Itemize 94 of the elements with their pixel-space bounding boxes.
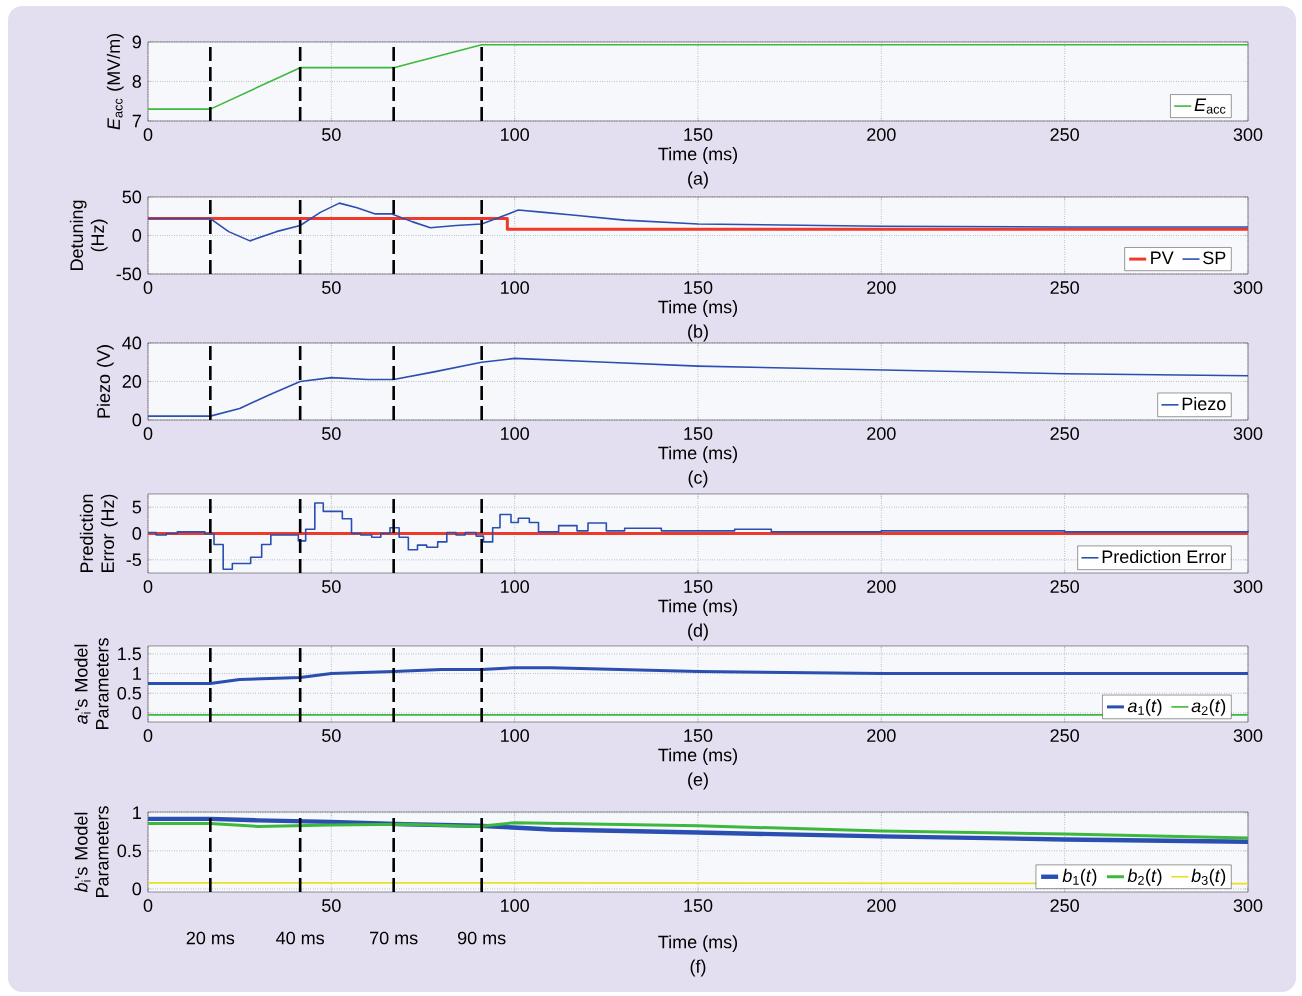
y-tick-label: -5 [126, 553, 142, 567]
text: (b) [688, 324, 708, 342]
x-tick-label: 100 [501, 729, 529, 742]
y-axis-title: E$_{acc}$ (MV/m) [106, 33, 124, 130]
line-series [146, 821, 1250, 840]
x-tick-label: 150 [684, 281, 713, 294]
x-tick-label: 150 [684, 729, 713, 742]
x-tick-label: 250 [1050, 899, 1079, 912]
x-tick-label: 300 [1233, 899, 1263, 912]
x-tick-label: 0 [143, 580, 153, 593]
text: (d) [688, 623, 708, 641]
x-tick-label: 50 [322, 427, 341, 440]
x-tick-label: 100 [501, 281, 529, 294]
y-tick-label: 0 [132, 527, 142, 540]
ref-line-label: 20 ms [186, 931, 235, 945]
ref-line-label: 40 ms [276, 931, 324, 945]
x-axis-title: Time (ms) [658, 147, 738, 164]
x-tick-label: 300 [1233, 729, 1263, 742]
x-tick-label: 50 [322, 128, 341, 141]
x-axis-title: Time (ms) [658, 748, 738, 765]
x-tick-label: 200 [867, 281, 896, 294]
y-tick-label: 0 [132, 706, 142, 720]
legend-label: a$_{2}$(t) [1191, 699, 1226, 716]
text: (e) [688, 772, 708, 790]
x-tick-label: 50 [322, 580, 341, 593]
x-tick-label: 300 [1233, 580, 1263, 593]
legend-label: PV [1151, 251, 1174, 264]
y-tick-label: 50 [122, 190, 142, 204]
x-axis-title: Time (ms) [658, 599, 738, 616]
x-tick-label: 0 [143, 729, 153, 742]
x-tick-label: 150 [684, 580, 713, 593]
x-tick-label: 250 [1050, 729, 1079, 742]
x-tick-label: 0 [143, 281, 153, 294]
x-tick-label: 200 [867, 899, 896, 912]
x-axis-title: Time (ms) [658, 300, 738, 317]
x-tick-label: 250 [1050, 281, 1079, 294]
y-tick-label: 40 [122, 336, 142, 350]
x-tick-label: 250 [1050, 427, 1079, 440]
y-axis-title: Piezo (V) [96, 345, 114, 418]
x-tick-label: 100 [501, 427, 529, 440]
legend-label: b$_{2}$(t) [1127, 868, 1162, 886]
y-tick-label: 0 [132, 229, 142, 242]
y-tick-label: -50 [116, 267, 142, 281]
legend-label: Prediction Error [1102, 549, 1226, 564]
y-tick-label: 7 [132, 114, 141, 128]
x-tick-label: 50 [322, 729, 341, 742]
x-tick-label: 150 [684, 899, 713, 912]
x-tick-label: 250 [1050, 128, 1079, 141]
line-series [146, 666, 1250, 685]
y-tick-label: 8 [132, 75, 142, 88]
y-tick-label: 20 [122, 375, 142, 388]
legend-label: E$_{acc}$ [1194, 98, 1226, 114]
x-tick-label: 50 [322, 899, 341, 912]
ref-line-label: 70 ms [370, 931, 418, 945]
x-tick-label: 200 [867, 128, 896, 141]
x-tick-label: 200 [867, 580, 896, 593]
x-tick-label: 300 [1233, 128, 1263, 141]
text: (f) [690, 959, 706, 977]
x-tick-label: 200 [867, 729, 896, 742]
x-tick-label: 50 [322, 281, 341, 294]
x-tick-label: 100 [501, 580, 529, 593]
x-tick-label: 150 [684, 427, 713, 440]
x-tick-label: 0 [143, 427, 153, 440]
x-tick-label: 0 [143, 899, 153, 912]
legend-label: b$_{1}$(t) [1062, 868, 1097, 886]
y-tick-label: 0 [132, 882, 142, 896]
y-tick-label: 1 [133, 806, 141, 819]
legend-label: a$_{1}$(t) [1127, 699, 1162, 716]
x-axis-title: Time (ms) [658, 446, 738, 463]
x-axis-title: Time (ms) [658, 935, 738, 952]
x-tick-label: 0 [143, 128, 153, 141]
x-tick-label: 300 [1233, 281, 1263, 294]
y-tick-label: 0.5 [117, 686, 142, 700]
y-tick-label: 5 [132, 500, 142, 514]
x-tick-label: 100 [501, 128, 529, 141]
legend-label: Piezo [1182, 396, 1226, 411]
text: (c) [688, 470, 708, 488]
y-axis-title: Detuning (Hz) [69, 200, 108, 271]
y-tick-label: 0.5 [117, 844, 142, 858]
y-tick-label: 9 [132, 35, 141, 49]
x-tick-label: 100 [501, 899, 529, 912]
ref-line-label: 90 ms [458, 931, 506, 945]
x-tick-label: 250 [1050, 580, 1079, 593]
y-tick-label: 0 [132, 413, 142, 427]
x-tick-label: 200 [867, 427, 896, 440]
y-axis-title: Prediction Error (Hz) [79, 494, 118, 573]
y-tick-label: 1 [133, 667, 141, 680]
legend-label: b$_{3}$(t) [1191, 868, 1226, 886]
y-tick-label: 1.5 [118, 647, 142, 661]
line-series [147, 202, 1249, 242]
legend-label: SP [1203, 251, 1226, 265]
text: (a) [688, 171, 708, 189]
x-tick-label: 300 [1233, 427, 1263, 440]
x-tick-label: 150 [684, 128, 713, 141]
